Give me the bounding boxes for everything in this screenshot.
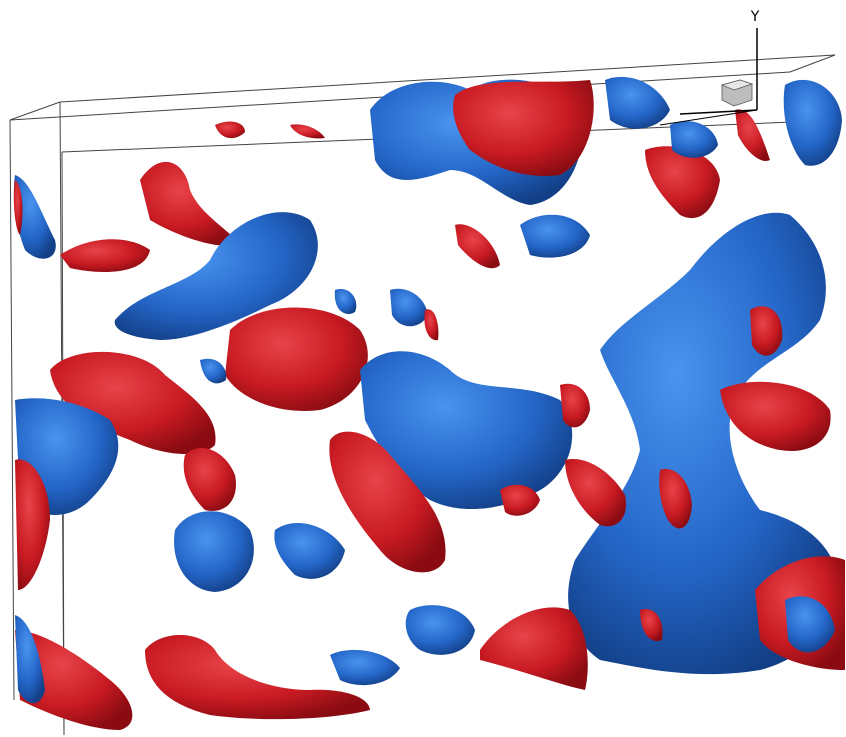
y-axis-label: Y — [750, 9, 760, 25]
axis-triad: Y — [659, 9, 760, 126]
isosurfaces — [13, 76, 845, 730]
